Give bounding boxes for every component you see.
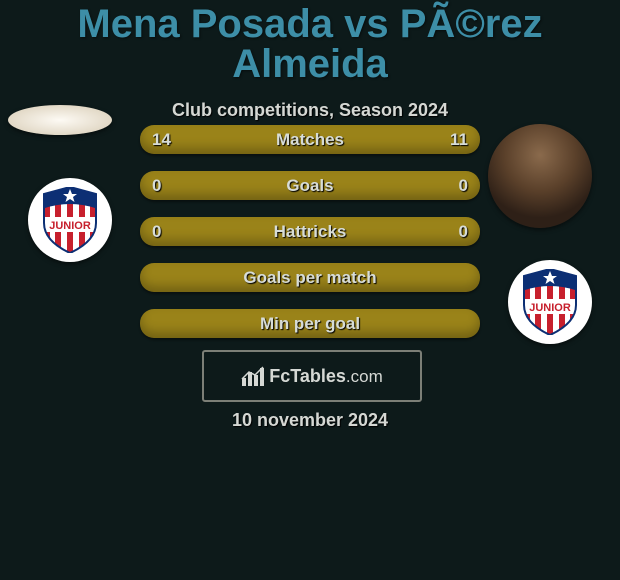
stat-row-min-per-goal: Min per goal: [140, 309, 480, 338]
stat-right: 0: [459, 217, 468, 246]
shield-icon: JUNIOR: [41, 187, 99, 253]
bar-chart-icon: [241, 366, 265, 386]
stat-label: Goals per match: [243, 268, 376, 288]
stat-row-goals: 0 Goals 0: [140, 171, 480, 200]
player2-avatar: [488, 124, 592, 228]
date-line: 10 november 2024: [0, 410, 620, 431]
svg-text:JUNIOR: JUNIOR: [49, 220, 91, 232]
stat-label: Hattricks: [274, 222, 347, 242]
stat-row-matches: 14 Matches 11: [140, 125, 480, 154]
comparison-card: Mena Posada vs PÃ©rez Almeida Club compe…: [0, 0, 620, 580]
stat-left: 14: [152, 125, 171, 154]
player2-club-badge: JUNIOR: [508, 260, 592, 344]
stat-left: 0: [152, 171, 161, 200]
stats-bars: 14 Matches 11 0 Goals 0 0 Hattricks 0 Go…: [140, 125, 480, 355]
stat-label: Goals: [286, 176, 333, 196]
stat-label: Matches: [276, 130, 344, 150]
brand-label: FcTables.com: [269, 366, 383, 387]
svg-text:JUNIOR: JUNIOR: [529, 302, 571, 314]
page-title: Mena Posada vs PÃ©rez Almeida: [0, 4, 620, 84]
shield-icon: JUNIOR: [521, 269, 579, 335]
player1-avatar: [8, 105, 112, 135]
stat-row-goals-per-match: Goals per match: [140, 263, 480, 292]
stat-right: 0: [459, 171, 468, 200]
brand-suffix: .com: [346, 367, 383, 386]
brand-name: FcTables: [269, 366, 346, 386]
stat-label: Min per goal: [260, 314, 360, 334]
stat-row-hattricks: 0 Hattricks 0: [140, 217, 480, 246]
stat-right: 11: [450, 125, 468, 154]
stat-left: 0: [152, 217, 161, 246]
player1-club-badge: JUNIOR: [28, 178, 112, 262]
source-panel: FcTables.com: [202, 350, 422, 402]
